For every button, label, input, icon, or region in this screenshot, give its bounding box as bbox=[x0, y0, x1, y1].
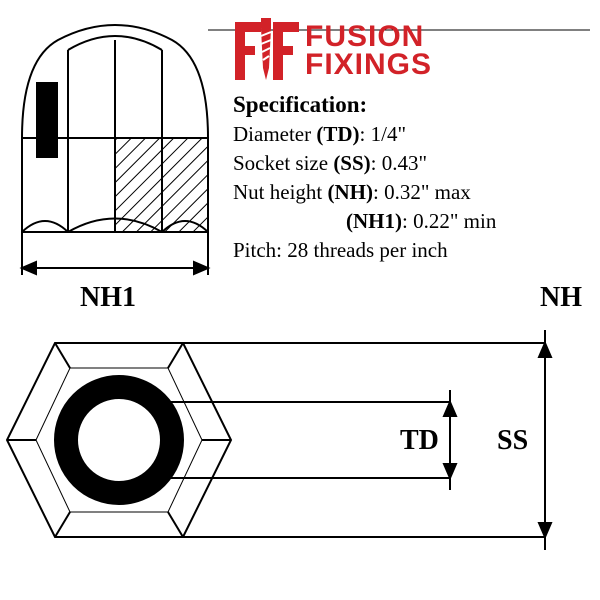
spec-line-3: (NH1): 0.22" min bbox=[233, 209, 593, 234]
label-nh: NH bbox=[540, 282, 582, 314]
specification-block: Specification: Diameter (TD): 1/4" Socke… bbox=[233, 92, 593, 263]
label-ss: SS bbox=[497, 425, 528, 457]
dim-ss bbox=[183, 330, 551, 550]
spec-heading: Specification: bbox=[233, 92, 593, 118]
spec-line-4: Pitch: 28 threads per inch bbox=[233, 238, 593, 263]
thread-hatch bbox=[115, 138, 208, 232]
brand-word1: FUSION bbox=[305, 23, 432, 52]
nut-top-view bbox=[7, 343, 231, 537]
brand-icon bbox=[233, 18, 299, 84]
label-td: TD bbox=[400, 425, 439, 457]
dim-nh1 bbox=[22, 232, 208, 275]
brand-logo: FUSION FIXINGS bbox=[233, 18, 432, 84]
spec-line-2: Nut height (NH): 0.32" max bbox=[233, 180, 593, 205]
brand-word2: FIXINGS bbox=[305, 51, 432, 80]
nylon-insert bbox=[36, 82, 58, 158]
label-nh1: NH1 bbox=[80, 282, 136, 314]
spec-line-0: Diameter (TD): 1/4" bbox=[233, 122, 593, 147]
spec-line-1: Socket size (SS): 0.43" bbox=[233, 151, 593, 176]
